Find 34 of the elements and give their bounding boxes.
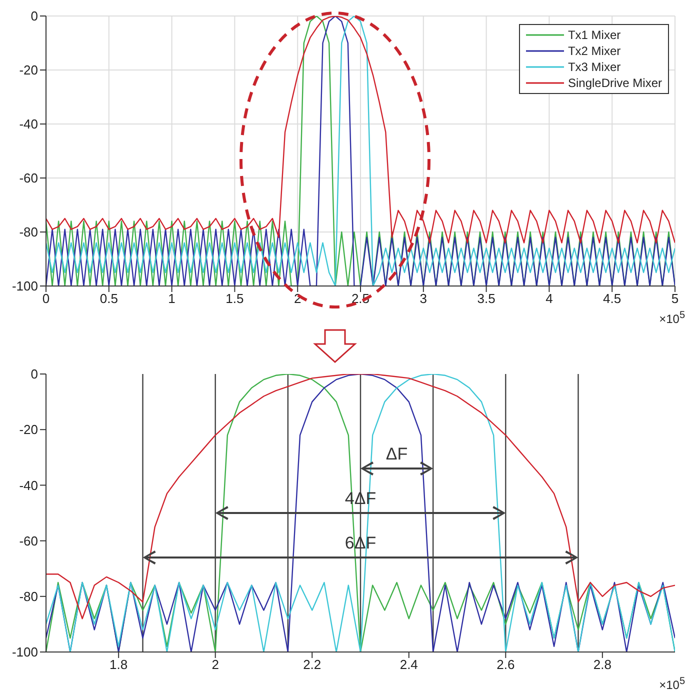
legend-label: Tx1 Mixer (568, 27, 621, 43)
x-axis-title: ×10$^{5}$ (659, 676, 685, 692)
y-tick-label: -40 (19, 478, 38, 493)
x-axis-title: ×10$^{5}$ (659, 310, 685, 326)
x-tick-label: 0 (42, 291, 50, 306)
annotation: ΔF (386, 444, 408, 464)
x-tick-label: 2.2 (303, 657, 322, 672)
x-tick-label: 0.5 (100, 291, 118, 306)
legend-label: Tx3 Mixer (568, 59, 621, 75)
x-tick-label: 2.6 (496, 657, 515, 672)
y-tick-label: -100 (12, 644, 38, 660)
legend-label: SingleDrive Mixer (568, 75, 662, 91)
y-tick-label: -80 (19, 589, 38, 604)
x-tick-label: 1.8 (110, 657, 128, 672)
x-tick-label: 4.5 (603, 291, 622, 306)
y-tick-label: -100 (12, 278, 38, 294)
y-tick-label: -40 (19, 116, 38, 132)
y-tick-label: 0 (30, 366, 38, 382)
y-tick-label: -20 (19, 62, 38, 78)
x-tick-label: 1 (168, 291, 176, 306)
x-tick-label: 1.5 (226, 291, 244, 306)
x-tick-label: 3.5 (477, 291, 496, 306)
y-tick-label: -80 (19, 224, 38, 240)
x-tick-label: 2.8 (593, 657, 612, 672)
y-tick-label: 0 (30, 8, 38, 24)
y-tick-label: -60 (19, 533, 38, 548)
y-tick-label: -20 (19, 422, 38, 438)
y-tick-label: -60 (19, 170, 38, 186)
x-tick-label: 3 (420, 291, 428, 306)
x-tick-label: 2 (212, 657, 219, 672)
x-tick-label: 4 (546, 291, 553, 306)
x-tick-label: 5 (671, 291, 679, 306)
x-tick-label: 2.4 (400, 657, 418, 672)
legend-label: Tx2 Mixer (568, 43, 621, 59)
